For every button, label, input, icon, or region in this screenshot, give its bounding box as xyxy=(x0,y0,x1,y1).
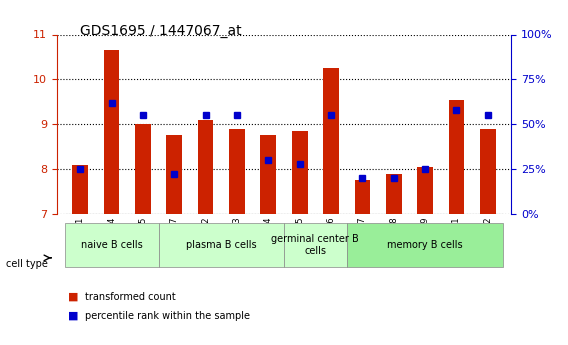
Bar xyxy=(354,180,370,214)
Text: ■: ■ xyxy=(68,292,78,302)
Bar xyxy=(135,124,151,214)
Bar xyxy=(229,129,245,214)
Text: plasma B cells: plasma B cells xyxy=(186,240,257,250)
Bar xyxy=(261,136,276,214)
Bar xyxy=(323,68,339,214)
Bar xyxy=(346,223,503,267)
Text: germinal center B
cells: germinal center B cells xyxy=(272,234,359,256)
Bar xyxy=(449,99,464,214)
Text: GDS1695 / 1447067_at: GDS1695 / 1447067_at xyxy=(80,24,241,38)
Bar xyxy=(73,165,88,214)
Bar xyxy=(198,120,214,214)
Bar xyxy=(158,223,284,267)
Bar xyxy=(166,136,182,214)
Text: ■: ■ xyxy=(68,311,78,321)
Text: transformed count: transformed count xyxy=(85,292,176,302)
Text: cell type: cell type xyxy=(6,259,48,269)
Bar xyxy=(386,174,402,214)
Bar xyxy=(417,167,433,214)
Bar xyxy=(480,129,495,214)
Text: naive B cells: naive B cells xyxy=(81,240,143,250)
Bar xyxy=(104,50,119,214)
Bar xyxy=(65,223,158,267)
Text: percentile rank within the sample: percentile rank within the sample xyxy=(85,311,250,321)
Bar xyxy=(292,131,307,214)
Text: memory B cells: memory B cells xyxy=(387,240,463,250)
Bar xyxy=(284,223,346,267)
